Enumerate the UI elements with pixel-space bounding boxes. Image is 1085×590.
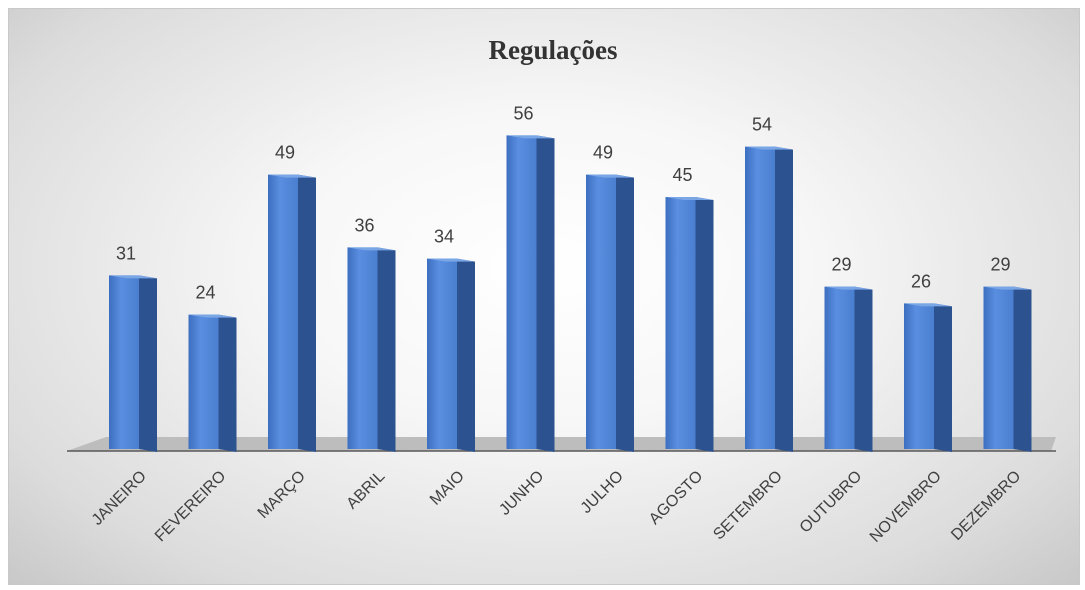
bar-setembro (745, 146, 793, 452)
bar-junho (506, 135, 555, 452)
data-label: 45 (672, 165, 692, 185)
bar-side (536, 135, 555, 452)
bar-top (745, 146, 793, 150)
chart-area: Regulações 31 24 49 36 34 56 49 45 54 29 26 29 JANE… (8, 8, 1080, 585)
bar-side (1013, 286, 1032, 452)
bar-top (904, 303, 952, 307)
bar-side (616, 174, 634, 452)
data-label: 29 (990, 255, 1010, 275)
bar-front (745, 146, 775, 449)
bar-outubro (824, 286, 873, 452)
tick-label: OUTUBRO (797, 468, 866, 537)
tick-label: FEVEREIRO (152, 468, 229, 545)
bar-top (427, 258, 475, 262)
data-label: 56 (513, 103, 533, 123)
tick-label: ABRIL (344, 468, 389, 513)
bar-side (298, 174, 316, 452)
bar-dezembro (983, 286, 1032, 452)
bar-side (377, 247, 396, 452)
bar-side (775, 146, 793, 452)
bar-top (347, 247, 396, 251)
tick-label: JULHO (578, 468, 627, 517)
bar-side (218, 314, 237, 452)
bar-side (139, 275, 157, 452)
bars-group (109, 135, 1032, 452)
bar-top (268, 174, 316, 178)
data-label: 29 (831, 255, 851, 275)
bar-front (824, 286, 855, 449)
data-label: 24 (195, 283, 215, 303)
bar-top (983, 286, 1032, 290)
data-label: 49 (275, 143, 295, 163)
tick-label: NOVEMBRO (867, 468, 945, 546)
bar-julho (586, 174, 634, 452)
bar-front (109, 275, 139, 449)
bar-top (824, 286, 873, 290)
bar-abril (347, 247, 396, 452)
bar-front (586, 174, 616, 449)
chart-title: Regulações (489, 35, 618, 65)
bar-front (904, 303, 934, 449)
data-label: 34 (434, 227, 454, 247)
bar-front (188, 314, 219, 449)
bar-fevereiro (188, 314, 237, 452)
data-label: 31 (116, 243, 136, 263)
tick-label: JUNHO (496, 468, 547, 519)
bar-side (457, 258, 475, 452)
bar-chart: Regulações 31 24 49 36 34 56 49 45 54 29 26 29 JANE… (67, 35, 1056, 546)
bar-front (665, 197, 696, 449)
bar-front (506, 135, 537, 449)
bar-janeiro (109, 275, 157, 452)
tick-label: SETEMBRO (710, 468, 786, 544)
data-label: 54 (752, 115, 772, 135)
bar-top (586, 174, 634, 178)
tick-label: MAIO (427, 468, 468, 509)
bar-front (427, 258, 457, 449)
tick-label: AGOSTO (646, 468, 706, 528)
bar-front (268, 174, 298, 449)
bar-side (695, 197, 714, 452)
data-label: 26 (911, 271, 931, 291)
bar-top (665, 197, 714, 200)
data-label: 36 (354, 215, 374, 235)
bar-novembro (904, 303, 952, 452)
tick-label: MARÇO (255, 468, 309, 522)
bar-front (983, 286, 1014, 449)
tick-label: JANEIRO (89, 468, 150, 529)
bar-top (506, 135, 555, 139)
bar-maio (427, 258, 475, 452)
bar-março (268, 174, 316, 452)
bar-top (188, 314, 237, 318)
bar-side (854, 286, 873, 452)
data-labels-group: 31 24 49 36 34 56 49 45 54 29 26 29 (116, 103, 1011, 302)
tick-labels-group: JANEIRO FEVEREIRO MARÇO ABRIL MAIO JUNHO JULHO… (89, 468, 1025, 546)
bar-front (347, 247, 378, 449)
bar-side (934, 303, 952, 452)
tick-label: DEZEMBRO (948, 468, 1024, 544)
bar-agosto (665, 197, 714, 452)
bar-top (109, 275, 157, 279)
data-label: 49 (593, 143, 613, 163)
